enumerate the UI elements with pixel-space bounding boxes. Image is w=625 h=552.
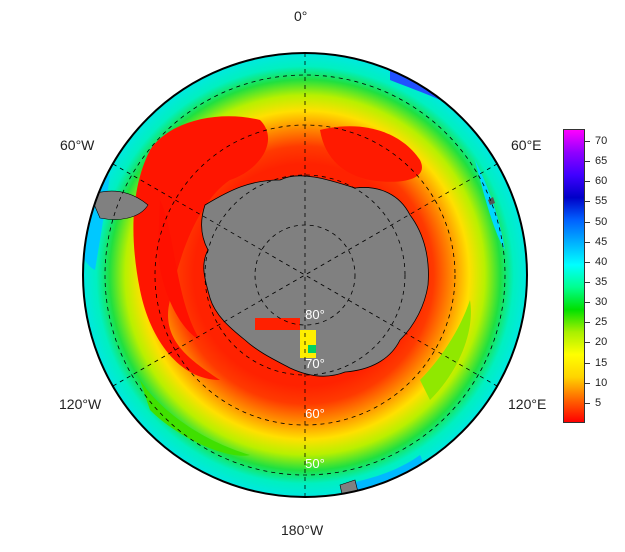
colorbar-tick-mark [585, 382, 590, 384]
colorbar-tick-label: 10 [595, 376, 608, 389]
colorbar-tick-mark [585, 221, 590, 223]
colorbar-tick-label: 60 [595, 175, 608, 188]
colorbar-tick-mark [585, 342, 590, 344]
meridian-label-60e: 60°E [511, 137, 542, 153]
graticule [104, 53, 506, 497]
lat-label-80: 80° [305, 307, 325, 322]
colorbar-tick-label: 30 [595, 296, 608, 309]
colorbar-tick-mark [585, 181, 590, 183]
map-boundary [82, 52, 528, 498]
colorbar-tick-mark [585, 302, 590, 304]
colorbar-tick-label: 5 [595, 396, 602, 409]
colorbar-tick-mark [585, 161, 590, 163]
data-field [83, 53, 527, 497]
colorbar-tick-label: 15 [595, 356, 608, 369]
colorbar-tick-mark [585, 362, 590, 364]
colorbar-tick-mark [585, 402, 590, 404]
meridian-label-120w: 120°W [59, 396, 102, 412]
colorbar-tick-label: 25 [595, 316, 608, 329]
meridian-label-120e: 120°E [508, 396, 547, 412]
colorbar-tick-label: 65 [595, 155, 608, 168]
colorbar-tick-label: 20 [595, 336, 608, 349]
colorbar-tick-mark [585, 322, 590, 324]
colorbar-tick-mark [585, 141, 590, 143]
colorbar-tick-label: 45 [595, 235, 608, 248]
colorbar-tick-label: 55 [595, 195, 608, 208]
meridian-label-0: 0° [294, 8, 308, 24]
colorbar-tick-mark [585, 282, 590, 284]
meridian-label-60w: 60°W [60, 137, 95, 153]
lat-label-70: 70° [305, 356, 325, 371]
colorbar-tick-label: 50 [595, 215, 608, 228]
colorbar [563, 129, 585, 423]
colorbar-tick-mark [585, 261, 590, 263]
meridian-label-180w: 180°W [281, 522, 324, 538]
colorbar-tick-mark [585, 241, 590, 243]
colorbar-tick-label: 40 [595, 255, 608, 268]
lat-label-60: 60° [305, 406, 325, 421]
lat-label-50: 50° [305, 456, 325, 471]
colorbar-tick-label: 70 [595, 135, 608, 148]
colorbar-tick-mark [585, 201, 590, 203]
colorbar-tick-label: 35 [595, 276, 608, 289]
